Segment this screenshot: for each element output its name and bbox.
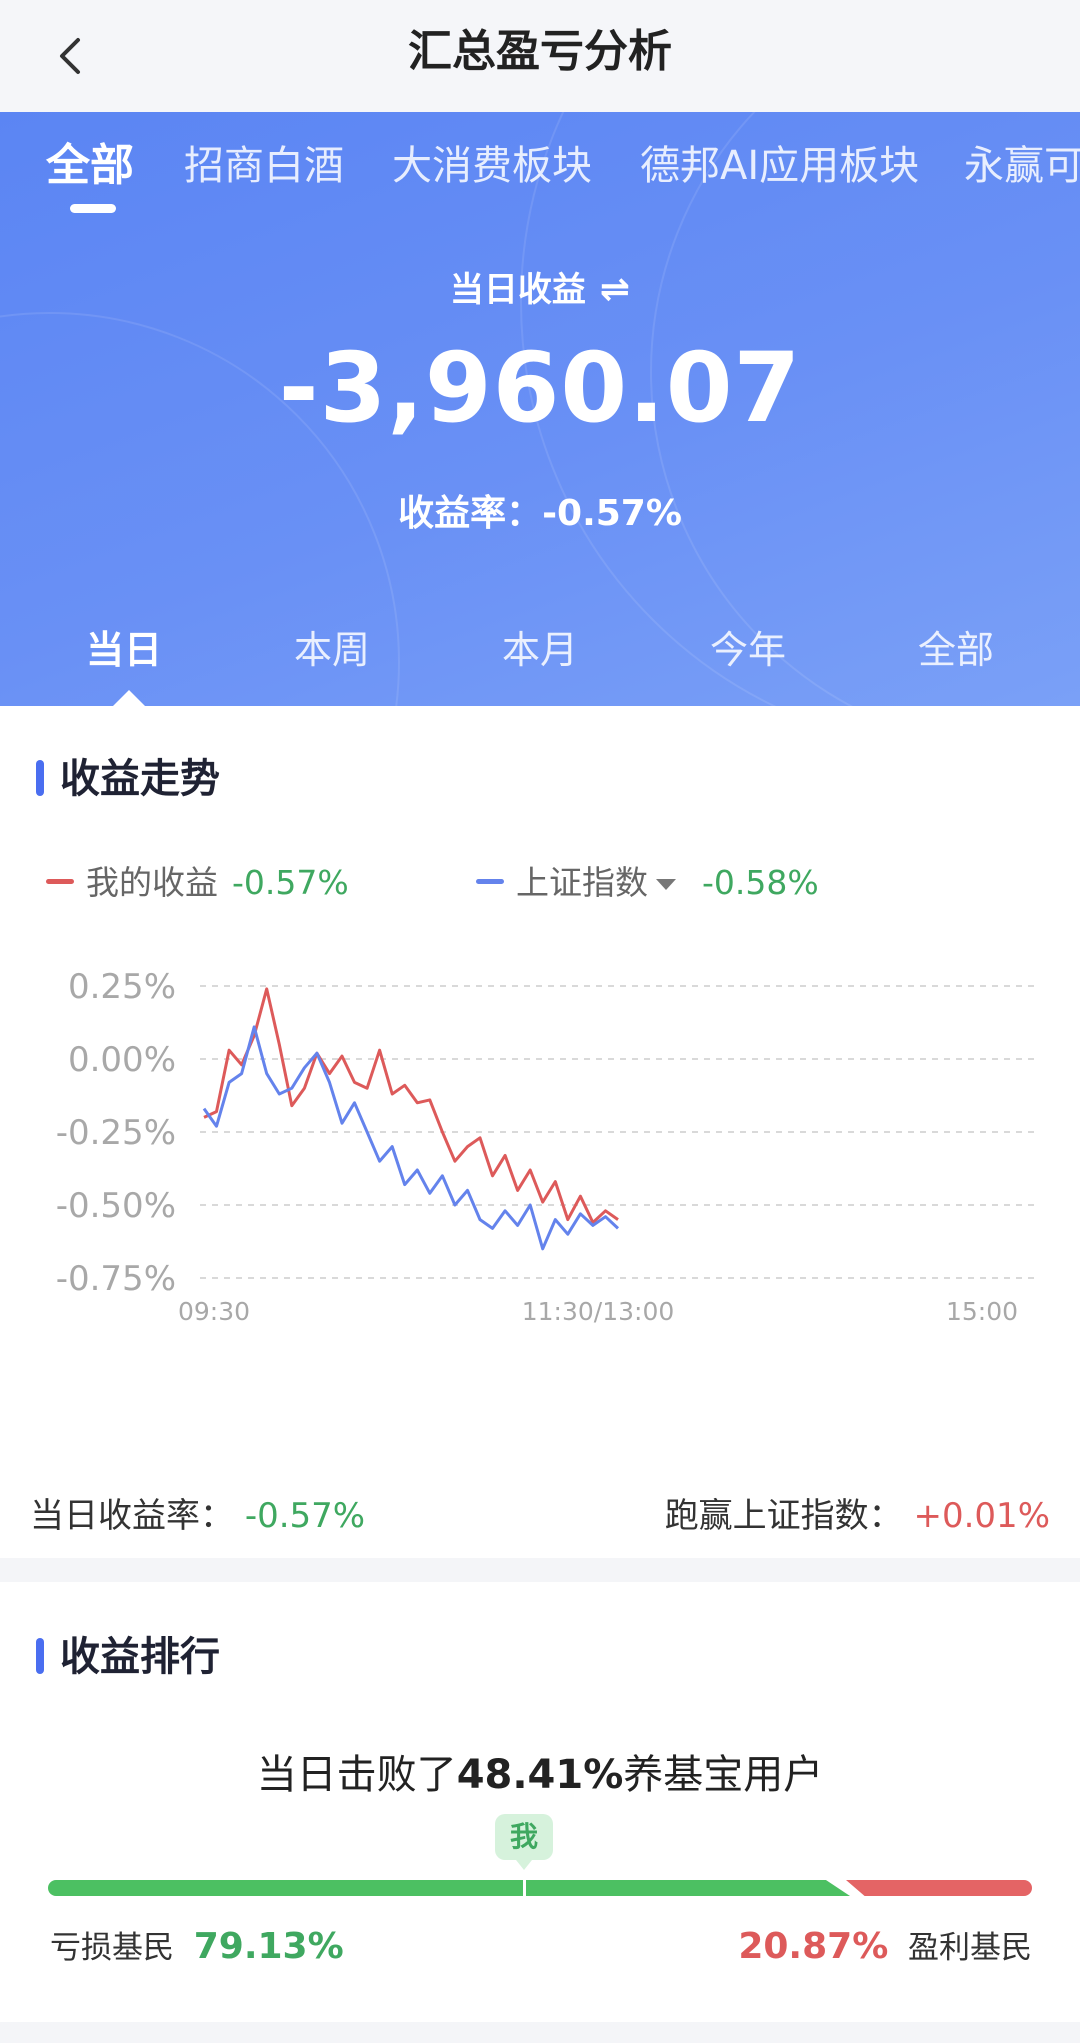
foot-daily-rate-value: -0.57% <box>244 1496 366 1536</box>
section-accent-bar <box>36 1638 44 1674</box>
ranking-percent: 48.41% <box>456 1752 624 1798</box>
active-tab-underline <box>70 204 116 213</box>
period-tabs: 当日 本周 本月 今年 全部 <box>0 620 1080 700</box>
ranking-card: 收益排行 当日击败了48.41%养基宝用户 我 亏损基民 79.13% 20.8… <box>0 1582 1080 2022</box>
section-accent-bar <box>36 760 44 796</box>
daily-rate-value: -0.57% <box>542 493 682 534</box>
trend-section-title: 收益走势 <box>36 746 220 804</box>
dropdown-triangle-icon[interactable] <box>656 879 676 890</box>
foot-daily-rate: 当日收益率： -0.57% <box>30 1488 365 1537</box>
y-tick-label: 0.25% <box>68 967 176 1007</box>
loss-share-bar <box>48 1880 850 1896</box>
chevron-left-icon[interactable] <box>52 26 88 86</box>
ranking-text-after: 养基宝用户 <box>623 1752 824 1798</box>
x-tick-label: 11:30/13:00 <box>522 1297 675 1326</box>
daily-profit-text: 当日收益 <box>449 270 586 310</box>
legend-index-value: -0.58% <box>702 863 819 902</box>
legend-my-profit: 我的收益 -0.57% <box>46 856 349 904</box>
y-tick-label: -0.25% <box>56 1113 176 1153</box>
period-tab-day[interactable]: 当日 <box>85 628 162 672</box>
period-tab-month[interactable]: 本月 <box>501 628 578 672</box>
daily-rate-label: 收益率： <box>398 493 543 534</box>
loss-users-label: 亏损基民 <box>50 1930 174 1966</box>
loss-users: 亏损基民 79.13% <box>50 1922 344 1967</box>
period-tab-caret <box>113 690 145 706</box>
tab-da-xiaofei[interactable]: 大消费板块 <box>392 143 592 189</box>
y-tick-label: -0.75% <box>56 1259 176 1299</box>
foot-beat-index-label: 跑赢上证指数： <box>664 1496 903 1536</box>
legend-blue-dash <box>476 879 504 884</box>
legend-my-profit-value: -0.57% <box>232 863 349 902</box>
x-tick-label: 15:00 <box>946 1297 1018 1326</box>
tab-yongying[interactable]: 永赢可 <box>964 143 1080 189</box>
ranking-title-text: 收益排行 <box>60 1634 220 1680</box>
ranking-text-before: 当日击败了 <box>256 1752 457 1798</box>
ranking-section-title: 收益排行 <box>36 1624 220 1682</box>
trend-chart: 0.25% 0.00% -0.25% -0.50% -0.75%09:30 11:30/1… <box>56 967 1036 1326</box>
period-tab-all[interactable]: 全部 <box>917 628 994 672</box>
foot-daily-rate-label: 当日收益率： <box>30 1496 234 1536</box>
period-tab-year[interactable]: 今年 <box>709 628 786 672</box>
page-title: 汇总盈亏分析 <box>408 26 672 77</box>
daily-rate: 收益率：-0.57% <box>0 484 1080 536</box>
me-position-tick <box>523 1876 526 1900</box>
y-tick-label: 0.00% <box>68 1040 176 1080</box>
period-tab-week[interactable]: 本周 <box>293 628 370 672</box>
daily-profit-label[interactable]: 当日收益 ⇌ <box>0 262 1080 311</box>
legend-red-dash <box>46 879 74 884</box>
profit-users-value: 20.87% <box>738 1926 889 1967</box>
legend-index-label: 上证指数 <box>516 863 648 902</box>
x-tick-label: 09:30 <box>178 1297 250 1326</box>
index-series-line <box>202 1025 620 1251</box>
tab-zhaoshang-baijiu[interactable]: 招商白酒 <box>184 143 344 189</box>
profit-users: 20.87% 盈利基民 <box>738 1922 1032 1967</box>
tab-debang-ai[interactable]: 德邦AI应用板块 <box>640 143 920 189</box>
loss-users-value: 79.13% <box>193 1926 344 1967</box>
my-profit-series-line <box>203 987 619 1224</box>
top-nav-bar: 汇总盈亏分析 <box>0 0 1080 112</box>
profit-users-label: 盈利基民 <box>908 1930 1032 1966</box>
swap-arrows-icon[interactable]: ⇌ <box>599 269 631 310</box>
ranking-summary: 当日击败了48.41%养基宝用户 <box>0 1742 1080 1800</box>
fund-tabs: 全部 招商白酒 大消费板块 德邦AI应用板块 永赢可 <box>0 138 1080 218</box>
summary-hero: 全部 招商白酒 大消费板块 德邦AI应用板块 永赢可 当日收益 ⇌ -3,960.… <box>0 112 1080 706</box>
foot-beat-index: 跑赢上证指数： +0.01% <box>665 1488 1050 1537</box>
me-marker-badge: 我 <box>495 1814 553 1870</box>
profit-share-bar <box>846 1880 1032 1896</box>
trend-title-text: 收益走势 <box>60 756 220 802</box>
daily-profit-value: -3,960.07 <box>278 332 802 444</box>
foot-beat-index-value: +0.01% <box>913 1496 1051 1536</box>
trend-card: 收益走势 我的收益 -0.57% 上证指数 -0.58% 0.25% 0.00% -0.… <box>0 706 1080 1558</box>
legend-my-profit-label: 我的收益 <box>86 863 218 902</box>
tab-all-funds[interactable]: 全部 <box>46 140 134 191</box>
legend-index[interactable]: 上证指数 -0.58% <box>476 856 819 904</box>
y-tick-label: -0.50% <box>56 1186 176 1226</box>
